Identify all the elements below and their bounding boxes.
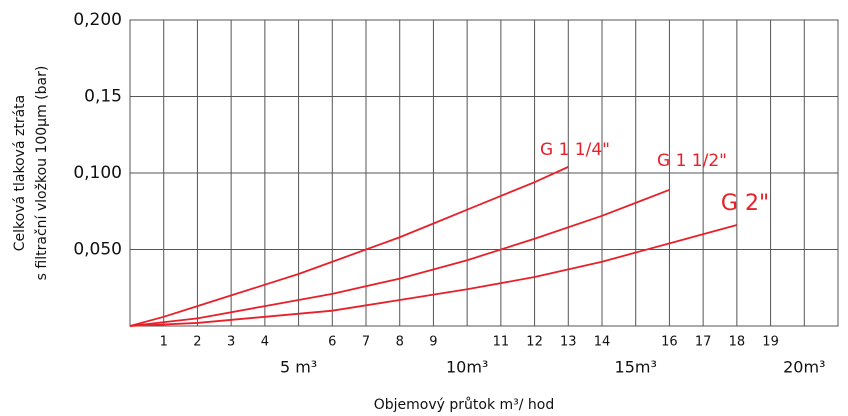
x-tick-label: 15m³	[615, 358, 657, 377]
x-tick-label: 5 m³	[280, 358, 317, 377]
x-tick-label: 2	[193, 335, 201, 350]
x-tick-label: 1	[160, 335, 168, 350]
x-axis-label: Objemový průtok m³/ hod	[374, 397, 555, 413]
x-tick-label: 17	[695, 335, 712, 350]
x-tick-label: 10m³	[446, 358, 488, 377]
x-tick-label: 11	[493, 335, 510, 350]
y-axis-label: Celková tlaková ztráta	[12, 95, 28, 251]
y-tick-label: 0,200	[73, 10, 122, 30]
series-line	[129, 224, 738, 327]
x-tick-label: 8	[396, 335, 404, 350]
series-label: G 1 1/4"	[540, 140, 610, 160]
x-tick-label: 9	[429, 335, 437, 350]
x-tick-label: 4	[261, 335, 269, 350]
x-tick-label: 14	[594, 335, 611, 350]
y-tick-label: 0,050	[73, 240, 122, 260]
y-axis-label: s filtrační vložkou 100µm (bar)	[34, 66, 50, 281]
series-label: G 2"	[721, 191, 769, 216]
x-tick-label: 6	[328, 335, 336, 350]
x-tick-label: 13	[560, 335, 577, 350]
x-tick-label: 3	[227, 335, 235, 350]
series-line	[129, 166, 569, 327]
y-tick-label: 0,15	[84, 87, 122, 107]
series-line	[129, 188, 670, 327]
x-tick-label: 7	[362, 335, 370, 350]
x-tick-label: 20m³	[783, 358, 825, 377]
x-tick-label: 19	[762, 335, 779, 350]
x-tick-label: 12	[526, 335, 543, 350]
x-tick-label: 16	[661, 335, 678, 350]
series-label: G 1 1/2"	[657, 151, 727, 171]
y-tick-label: 0,100	[73, 163, 122, 183]
x-tick-label: 18	[729, 335, 746, 350]
